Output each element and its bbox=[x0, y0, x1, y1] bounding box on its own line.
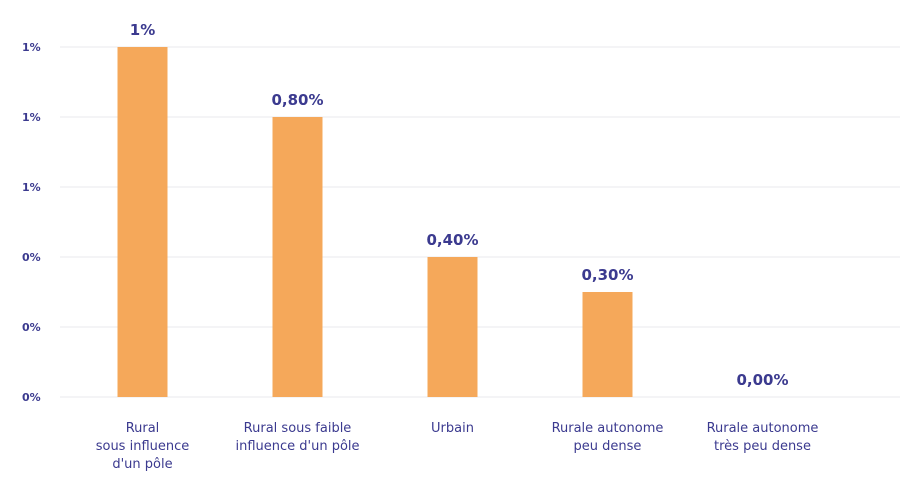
data-label: 0,00% bbox=[736, 371, 788, 389]
bar bbox=[117, 47, 168, 397]
category-label-line: très peu dense bbox=[714, 439, 811, 454]
category-label-line: Rurale autonome bbox=[552, 421, 664, 436]
data-label: 0,80% bbox=[271, 91, 323, 109]
bar bbox=[427, 257, 478, 397]
category-label-line: Rurale autonome bbox=[707, 421, 819, 436]
category-label: Rurale autonome très peu dense bbox=[707, 421, 819, 454]
category-label-line: sous influence bbox=[96, 439, 190, 454]
bars bbox=[117, 47, 633, 397]
category-labels: Rural sous influence d'un pôle Rural sous f… bbox=[96, 421, 819, 472]
category-label-line: influence d'un pôle bbox=[235, 439, 359, 454]
data-label: 0,30% bbox=[581, 266, 633, 284]
y-tick-label: 1% bbox=[22, 181, 41, 194]
data-label: 1% bbox=[130, 21, 155, 39]
y-tick-label: 1% bbox=[22, 111, 41, 124]
category-label: Urbain bbox=[431, 421, 474, 436]
category-label-line: d'un pôle bbox=[112, 457, 172, 472]
y-tick-label: 0% bbox=[22, 391, 41, 404]
category-label: Rural sous influence d'un pôle bbox=[96, 421, 190, 472]
category-label: Rural sous faible influence d'un pôle bbox=[235, 421, 359, 454]
grid-layer bbox=[60, 46, 900, 398]
y-tick-label: 0% bbox=[22, 321, 41, 334]
y-axis-ticks: 0% 0% 0% 1% 1% 1% bbox=[22, 41, 41, 404]
data-labels: 1% 0,80% 0,40% 0,30% 0,00% bbox=[130, 21, 789, 389]
category-label-line: Rural bbox=[126, 421, 160, 436]
category-label: Rurale autonome peu dense bbox=[552, 421, 664, 454]
category-label-line: peu dense bbox=[574, 439, 642, 454]
category-label-line: Urbain bbox=[431, 421, 474, 436]
y-tick-label: 1% bbox=[22, 41, 41, 54]
bar bbox=[582, 292, 633, 397]
bar bbox=[272, 117, 323, 397]
data-label: 0,40% bbox=[426, 231, 478, 249]
y-tick-label: 0% bbox=[22, 251, 41, 264]
category-label-line: Rural sous faible bbox=[244, 421, 352, 436]
